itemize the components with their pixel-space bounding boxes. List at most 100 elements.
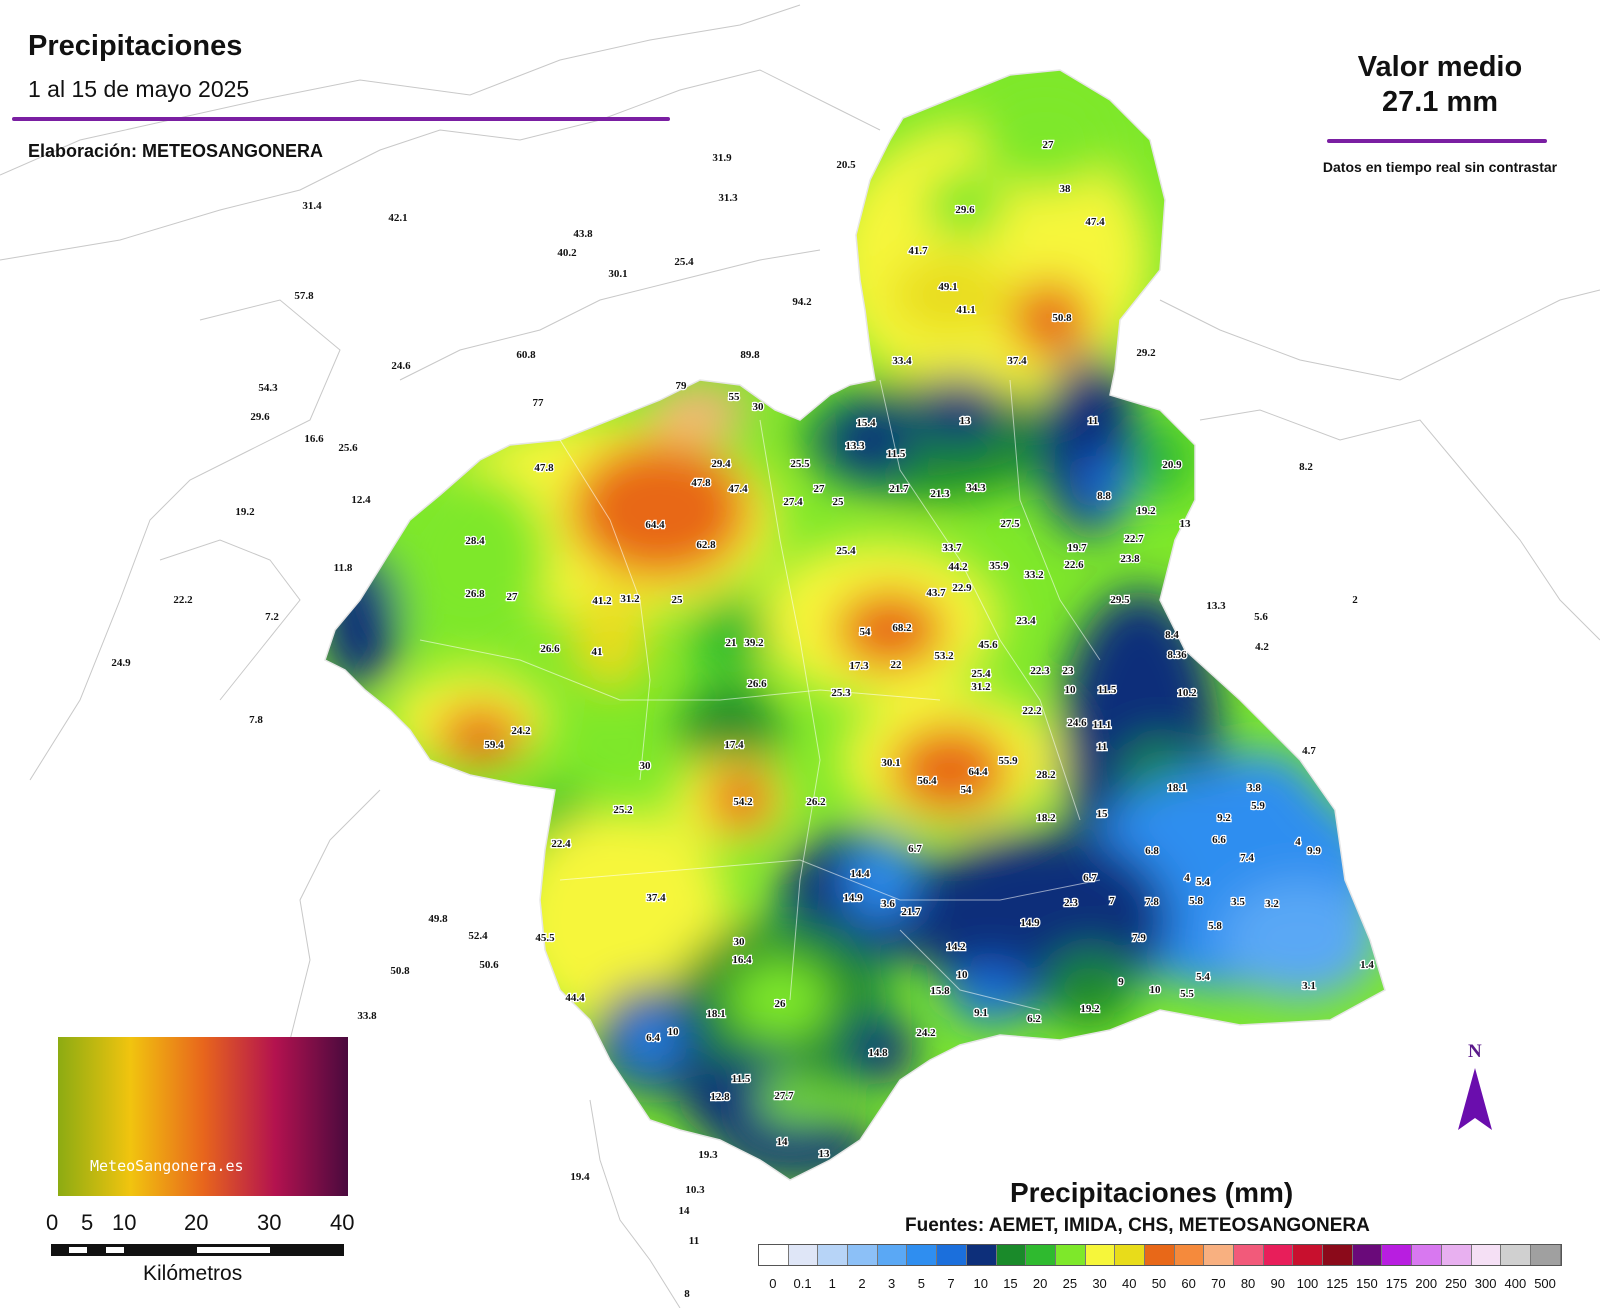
station-value: 10.2 [1177,687,1197,699]
legend-swatch [1263,1245,1294,1265]
station-value: 24.6 [1067,717,1087,729]
station-value: 30 [640,760,652,772]
station-value: 6.2 [1027,1013,1041,1025]
legend-swatch [759,1245,789,1265]
station-value: 19.2 [1136,505,1156,517]
legend-swatch [1293,1245,1324,1265]
station-value: 59.4 [484,739,504,751]
legend-swatch [1441,1245,1472,1265]
station-value: 55.9 [998,755,1018,767]
station-value: 23.8 [1120,553,1140,565]
station-value: 31.4 [302,200,322,212]
station-value: 37.4 [646,892,666,904]
station-value: 52.4 [468,930,488,942]
station-value: 5.4 [1196,971,1210,983]
scale-bar [51,1244,344,1256]
station-value: 22.2 [173,594,193,606]
scale-unit: Kilómetros [143,1262,243,1285]
station-value: 31.9 [712,152,732,164]
credit-line: Elaboración: METEOSANGONERA [28,141,324,161]
legend-swatch [966,1245,997,1265]
legend-swatch [1234,1245,1264,1265]
station-value: 15 [1097,808,1109,820]
legend-swatch [1174,1245,1205,1265]
station-value: 11 [1088,415,1098,427]
station-value: 13.3 [1206,600,1226,612]
station-value: 5.8 [1208,920,1222,932]
mean-value-box: Valor medio 27.1 mm [1300,50,1580,120]
station-value: 33.8 [357,1010,377,1022]
legend-swatch [1204,1245,1234,1265]
station-value: 60.8 [516,349,536,361]
station-value: 77 [533,397,545,409]
station-value: 55 [729,391,741,403]
station-value: 13.3 [845,440,865,452]
station-value: 7.2 [265,611,279,623]
station-value: 6.7 [908,843,922,855]
station-value: 38 [1060,183,1072,195]
legend-tick-label: 400 [1504,1276,1527,1291]
legend-swatch [1085,1245,1116,1265]
station-value: 26.8 [465,588,485,600]
station-value: 21.7 [889,483,909,495]
station-value: 25.4 [674,256,694,268]
station-value: 22.4 [551,838,571,850]
station-value: 50.6 [479,959,499,971]
legend-tick-label: 200 [1415,1276,1438,1291]
station-value: 41.1 [956,304,975,316]
legend-tick-label: 0 [769,1276,777,1291]
station-value: 47.8 [534,462,554,474]
legend-tick-label: 20 [1032,1276,1048,1291]
station-value: 22.9 [952,582,972,594]
station-value: 3.5 [1231,896,1245,908]
station-value: 4 [1184,872,1190,884]
legend-tick-label: 500 [1534,1276,1556,1291]
station-value: 25.3 [831,687,851,699]
station-value: 31.2 [971,681,991,693]
station-value: 6.6 [1212,834,1226,846]
station-value: 43.7 [926,587,946,599]
station-value: 30.1 [881,757,900,769]
station-value: 6.4 [646,1032,660,1044]
station-value: 89.8 [740,349,760,361]
station-value: 23.4 [1016,615,1036,627]
station-value: 49.1 [938,281,957,293]
station-value: 18.1 [706,1008,725,1020]
station-value: 29.2 [1136,347,1156,359]
station-value: 20.5 [836,159,856,171]
station-value: 21 [726,637,737,649]
legend-tick-label: 10 [973,1276,988,1291]
legend-tick-label: 25 [1062,1276,1078,1291]
legend-tick-label: 300 [1474,1276,1497,1291]
station-value: 39.2 [744,637,764,649]
station-value: 33.4 [892,355,912,367]
legend-swatch [818,1245,849,1265]
precipitation-field [325,70,1385,1180]
station-value: 22.2 [1022,705,1042,717]
station-value: 41.2 [592,595,612,607]
legend-swatch [848,1245,878,1265]
station-value: 33.7 [942,542,962,554]
scale-tick-5: 5 [81,1210,94,1235]
station-value: 17.3 [849,660,869,672]
station-value: 22.6 [1064,559,1084,571]
station-value: 10 [1150,984,1162,996]
station-value: 54 [961,784,973,796]
station-value: 2.3 [1064,897,1078,909]
station-value: 13 [819,1148,831,1160]
station-value: 14.4 [850,868,870,880]
station-value: 11.1 [1093,719,1112,731]
station-value: 37.4 [1007,355,1027,367]
scale-tick-20: 20 [184,1210,209,1235]
station-value: 25 [672,594,684,606]
legend-tick-label: 175 [1385,1276,1408,1291]
legend-swatch [1501,1245,1531,1265]
legend-tick-label: 150 [1355,1276,1378,1291]
station-value: 25.2 [613,804,633,816]
station-value: 30 [753,401,765,413]
summary-divider [1327,139,1547,143]
station-value: 25 [833,496,845,508]
station-value: 62.8 [696,539,716,551]
station-value: 10 [1065,684,1077,696]
